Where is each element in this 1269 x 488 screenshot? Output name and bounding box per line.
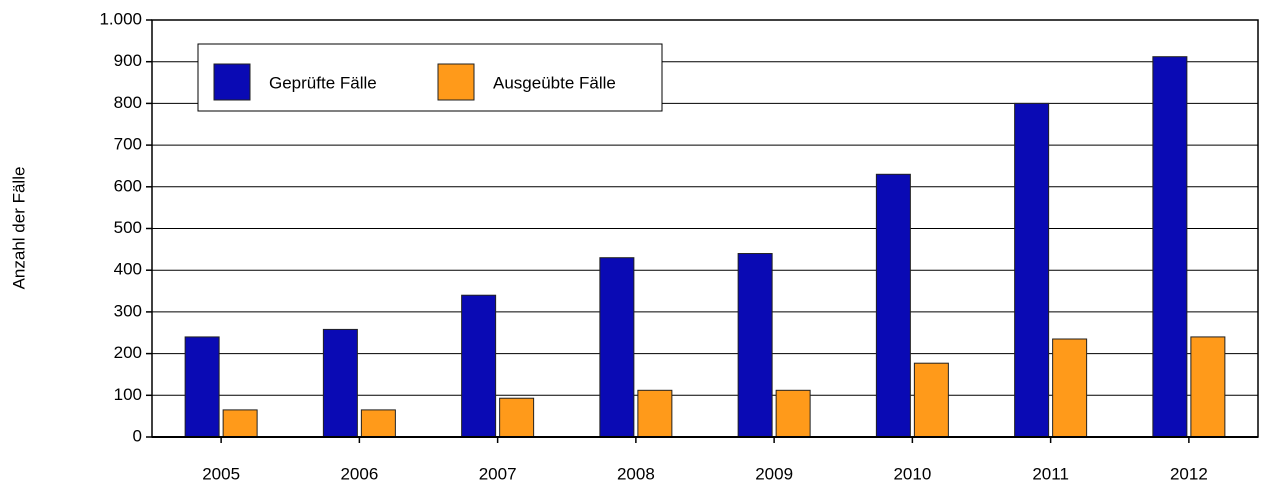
bar (360, 409, 396, 438)
y-tick-label: 400 (114, 260, 142, 279)
y-tick-label: 1.000 (99, 9, 142, 28)
bar (737, 253, 773, 438)
y-tick-label: 600 (114, 176, 142, 195)
x-tick-label: 2005 (202, 464, 240, 483)
bar (461, 294, 497, 438)
legend-box (197, 43, 663, 112)
x-tick-label: 2012 (1170, 464, 1208, 483)
bar (184, 336, 220, 438)
y-axis-label: Anzahl der Fälle (9, 167, 28, 290)
bar (222, 409, 258, 438)
x-tick-label: 2007 (479, 464, 517, 483)
bar (1190, 336, 1226, 438)
y-tick-label: 100 (114, 385, 142, 404)
x-tick-label: 2011 (1032, 464, 1069, 483)
legend-label: Geprüfte Fälle (269, 73, 377, 92)
y-tick-label: 0 (133, 426, 142, 445)
y-tick-label: 900 (114, 51, 142, 70)
x-tick-label: 2006 (340, 464, 378, 483)
x-tick-label: 2010 (893, 464, 931, 483)
y-tick-label: 800 (114, 93, 142, 112)
bar (875, 173, 911, 438)
y-tick-label: 700 (114, 135, 142, 154)
bar (1052, 338, 1088, 438)
legend-label: Ausgeübte Fälle (493, 73, 616, 92)
bar (1014, 102, 1050, 438)
y-tick-label: 200 (114, 343, 142, 362)
x-tick-label: 2008 (617, 464, 655, 483)
y-tick-label: 500 (114, 218, 142, 237)
legend-swatch (437, 63, 475, 101)
bar (913, 362, 949, 438)
bar (775, 389, 811, 438)
legend-swatch (213, 63, 251, 101)
bar (1152, 56, 1188, 438)
bar (499, 397, 535, 438)
y-tick-label: 300 (114, 301, 142, 320)
bar (599, 257, 635, 438)
x-tick-label: 2009 (755, 464, 793, 483)
bar (322, 328, 358, 438)
bar (637, 389, 673, 438)
